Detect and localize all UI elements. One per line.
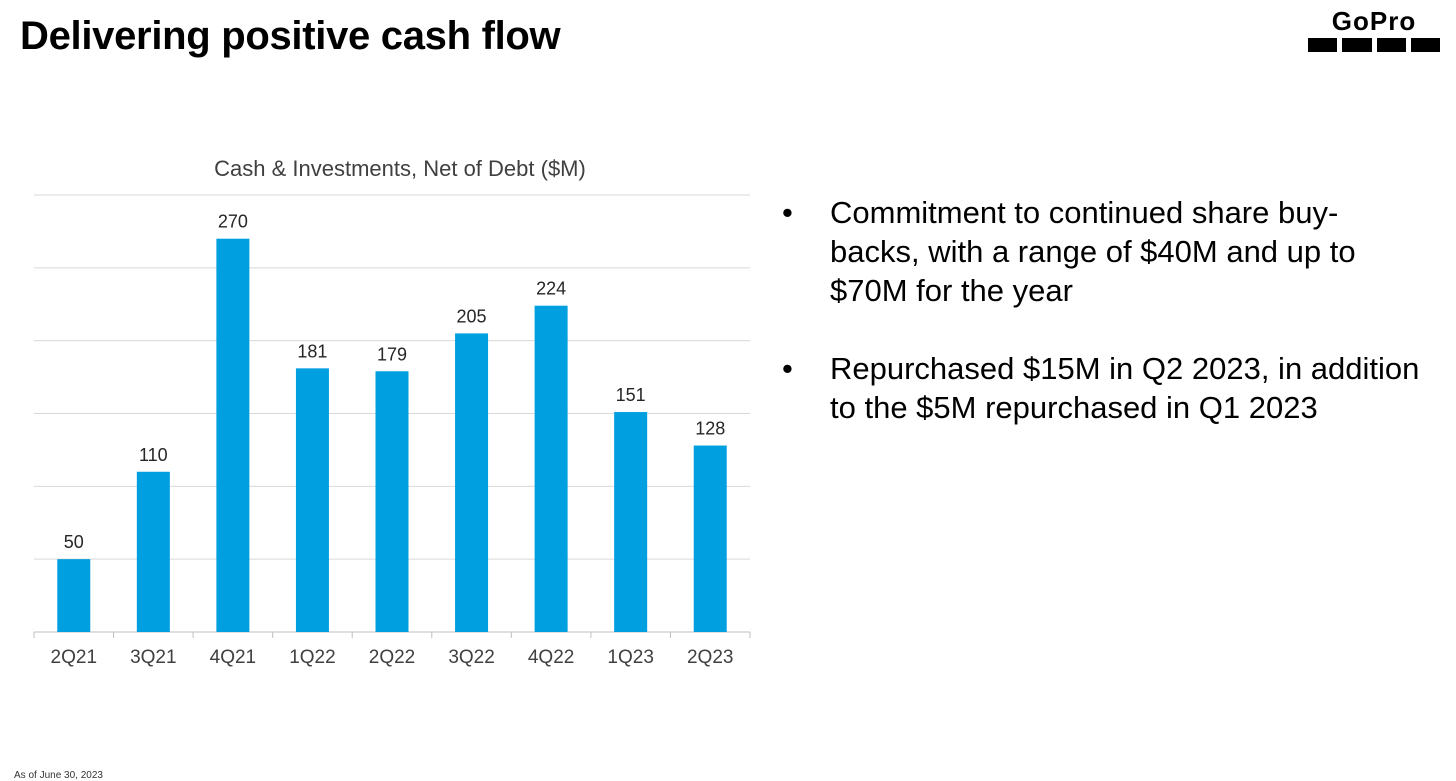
chart-title: Cash & Investments, Net of Debt ($M) xyxy=(214,156,586,181)
bullet-item: • Commitment to continued share buy-back… xyxy=(782,193,1422,310)
data-label-2q22: 179 xyxy=(377,344,407,364)
data-label-1q22: 181 xyxy=(297,341,327,361)
chart-bars xyxy=(57,238,727,632)
bar-4q21 xyxy=(216,238,250,632)
chart-data-labels: 50 110 270 181 179 205 224 151 128 xyxy=(64,212,725,552)
data-label-1q23: 151 xyxy=(616,385,646,405)
x-tick-label-1q22: 1Q22 xyxy=(289,647,335,668)
bar-3q22 xyxy=(455,333,489,632)
x-tick-label-2q22: 2Q22 xyxy=(369,647,415,668)
bar-1q22 xyxy=(295,368,329,632)
bar-3q21 xyxy=(136,471,170,632)
logo-wordmark: GoPro xyxy=(1331,6,1417,36)
gopro-logo: GoPro xyxy=(1308,6,1440,54)
bar-2q22 xyxy=(375,371,409,632)
data-label-2q21: 50 xyxy=(64,532,84,552)
logo-blocks xyxy=(1308,38,1440,52)
bullet-text: Commitment to continued share buy-backs,… xyxy=(830,195,1356,308)
bar-2q23 xyxy=(693,445,727,632)
bullet-dot: • xyxy=(782,195,793,230)
x-tick-label-2q23: 2Q23 xyxy=(687,647,733,668)
data-label-2q23: 128 xyxy=(695,419,725,439)
x-tick-label-4q22: 4Q22 xyxy=(528,647,574,668)
bar-1q23 xyxy=(614,412,648,632)
bullet-text: Repurchased $15M in Q2 2023, in addition… xyxy=(830,351,1420,425)
data-label-4q21: 270 xyxy=(218,212,248,232)
x-tick-label-2q21: 2Q21 xyxy=(51,647,97,668)
bullet-item: • Repurchased $15M in Q2 2023, in additi… xyxy=(782,349,1422,427)
bar-4q22 xyxy=(534,305,568,632)
x-tick-label-3q22: 3Q22 xyxy=(448,647,494,668)
slide-title: Delivering positive cash flow xyxy=(20,14,561,58)
chart-x-tick-labels: 2Q21 3Q21 4Q21 1Q22 2Q22 3Q22 4Q22 1Q23 2Q23 xyxy=(51,647,734,668)
x-tick-label-1q23: 1Q23 xyxy=(607,647,653,668)
data-label-4q22: 224 xyxy=(536,279,566,299)
x-tick-label-3q21: 3Q21 xyxy=(130,647,176,668)
bar-2q21 xyxy=(57,559,91,632)
bullet-list: • Commitment to continued share buy-back… xyxy=(782,193,1422,466)
bar-chart: Cash & Investments, Net of Debt ($M) 50 1… xyxy=(33,156,751,668)
data-label-3q21: 110 xyxy=(139,445,168,465)
bullet-dot: • xyxy=(782,351,793,386)
footnote: As of June 30, 2023 xyxy=(14,770,103,781)
x-tick-label-4q21: 4Q21 xyxy=(210,647,256,668)
data-label-3q22: 205 xyxy=(457,306,487,326)
